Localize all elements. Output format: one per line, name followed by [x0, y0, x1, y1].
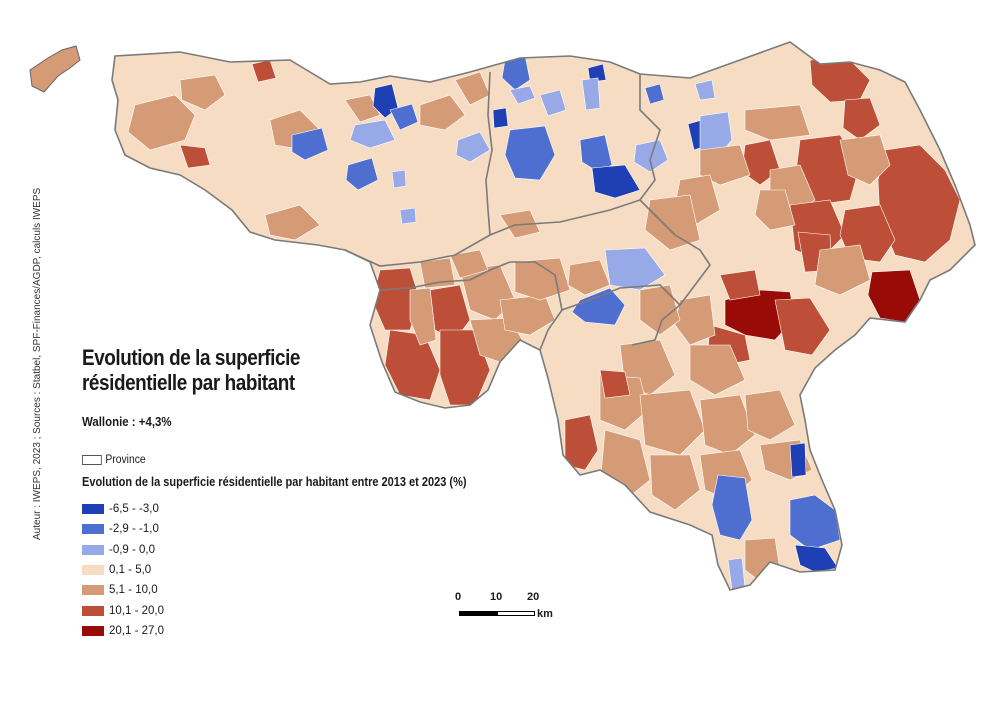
municipality — [449, 249, 489, 279]
municipality — [455, 131, 491, 163]
municipality — [419, 257, 456, 289]
source-credit: Auteur : IWEPS, 2023 ; Sources : Statbel… — [32, 187, 43, 540]
legend-item: 5,1 - 10,0 — [82, 580, 164, 600]
municipality — [711, 474, 753, 541]
municipality — [699, 144, 751, 186]
province-swatch — [82, 455, 102, 465]
legend-title: Evolution de la superficie résidentielle… — [82, 475, 467, 489]
municipality — [399, 207, 417, 225]
municipality — [694, 79, 716, 101]
legend-swatch — [82, 524, 104, 535]
municipality — [345, 157, 379, 191]
province-boundaries — [344, 71, 711, 351]
municipality — [774, 297, 831, 356]
municipality — [814, 244, 871, 296]
municipality — [591, 164, 641, 199]
municipality — [789, 442, 807, 478]
scale-tick-10: 10 — [490, 591, 503, 603]
legend-label: -2,9 - -1,0 — [109, 523, 159, 536]
municipality — [644, 83, 665, 105]
legend-item: 0,1 - 5,0 — [82, 560, 164, 580]
legend-item: 20,1 - 27,0 — [82, 621, 164, 641]
municipality-cells — [127, 54, 961, 590]
municipality — [179, 74, 226, 111]
municipality — [344, 94, 381, 123]
legend-label: -0,9 - 0,0 — [109, 543, 156, 556]
municipality — [689, 344, 746, 396]
legend-swatch — [82, 504, 104, 515]
municipality — [509, 85, 536, 105]
municipality — [744, 537, 781, 581]
municipality — [599, 369, 631, 399]
municipality — [744, 389, 796, 441]
municipality — [504, 125, 556, 181]
legend-label: 0,1 - 5,0 — [109, 564, 152, 577]
municipality — [409, 287, 437, 346]
municipality — [587, 63, 607, 83]
municipality — [349, 119, 396, 149]
municipality — [389, 103, 419, 131]
legend-label: -6,5 - -3,0 — [109, 503, 159, 516]
municipality — [842, 97, 881, 141]
municipality — [567, 259, 611, 296]
municipality — [419, 94, 466, 131]
legend-item: -6,5 - -3,0 — [82, 499, 164, 519]
municipality — [604, 247, 666, 291]
municipality — [581, 77, 601, 111]
municipality — [789, 494, 841, 551]
legend-label: 10,1 - 20,0 — [109, 604, 164, 617]
scale-segment-white — [497, 611, 535, 616]
municipality — [639, 284, 681, 336]
municipality — [391, 169, 407, 189]
legend-item: -2,9 - -1,0 — [82, 519, 164, 539]
municipality — [264, 204, 321, 241]
municipality — [744, 104, 811, 141]
legend-swatch — [82, 605, 104, 616]
legend-item: -0,9 - 0,0 — [82, 540, 164, 560]
municipality — [644, 194, 701, 251]
legend-label: 20,1 - 27,0 — [109, 624, 164, 637]
municipality — [839, 134, 891, 186]
map-title: Evolution de la superficie résidentielle… — [82, 345, 301, 395]
municipalities — [112, 42, 975, 590]
legend-swatch — [82, 544, 104, 555]
municipality — [699, 394, 756, 456]
exclave-comines — [29, 45, 81, 93]
province-legend-label: Province — [105, 454, 146, 466]
municipality — [649, 454, 701, 511]
municipality — [127, 94, 196, 151]
municipality — [719, 269, 761, 301]
scale-unit: km — [537, 608, 553, 620]
municipality — [291, 127, 329, 161]
municipality — [539, 89, 567, 117]
municipality — [639, 389, 706, 456]
scale-segment-black — [459, 611, 497, 616]
legend-swatch — [82, 625, 104, 636]
municipality — [454, 71, 491, 106]
legend-swatch — [82, 585, 104, 596]
municipality — [492, 107, 509, 129]
municipality — [877, 144, 961, 263]
municipality — [754, 189, 796, 231]
legend-label: 5,1 - 10,0 — [109, 584, 158, 597]
municipality — [514, 257, 571, 301]
region-total: Wallonie : +4,3% — [82, 414, 172, 429]
municipality — [571, 287, 626, 326]
legend: -6,5 - -3,0 -2,9 - -1,0 -0,9 - 0,0 0,1 -… — [82, 499, 164, 641]
legend-swatch — [82, 565, 104, 576]
scale-tick-20: 20 — [527, 591, 540, 603]
legend-item: 10,1 - 20,0 — [82, 600, 164, 620]
scale-tick-0: 0 — [455, 591, 462, 603]
scale-bar: 0 10 20 km — [455, 591, 555, 631]
province-legend: Province — [82, 454, 146, 466]
municipality — [179, 144, 211, 169]
